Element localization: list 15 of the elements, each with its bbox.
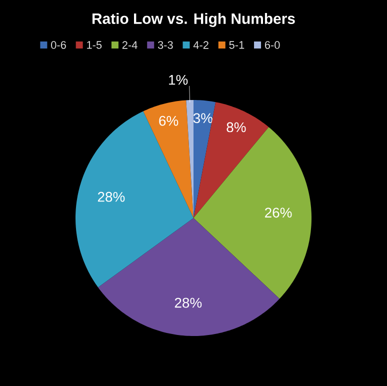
legend-label: 5-1	[229, 41, 244, 49]
data-label: 28%	[98, 192, 125, 202]
legend-label: 2-4	[122, 41, 138, 49]
legend-label: 3-3	[158, 41, 173, 49]
legend-label: 1-5	[87, 41, 102, 49]
chart-title: Ratio Low vs. High Numbers	[92, 13, 295, 27]
data-label: 26%	[265, 208, 292, 218]
data-label: 6%	[159, 116, 178, 126]
data-label: 3%	[193, 113, 213, 124]
data-label: 8%	[226, 122, 246, 132]
data-label: 1%	[169, 74, 188, 85]
data-label: 28%	[174, 298, 202, 308]
legend-label: 6-0	[264, 41, 280, 49]
legend-label: 4-2	[193, 41, 208, 49]
legend-label: 0-6	[51, 41, 66, 49]
